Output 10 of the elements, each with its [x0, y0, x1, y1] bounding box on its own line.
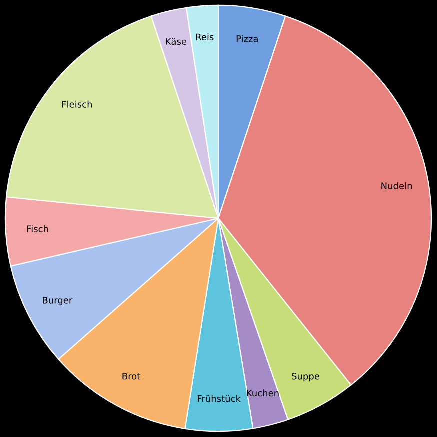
slice-label: Reis — [196, 34, 214, 41]
slice-label: Frühstück — [198, 395, 241, 402]
slice-label: Brot — [122, 373, 140, 380]
slice-label: Fisch — [27, 226, 48, 232]
slice-label: Suppe — [292, 372, 320, 382]
slice-label: Burger — [43, 297, 73, 306]
slice-label: Käse — [166, 38, 187, 46]
slice-label: Fleisch — [62, 100, 92, 108]
slice-label: Pizza — [236, 35, 258, 42]
slice-label: Nudeln — [382, 182, 412, 190]
